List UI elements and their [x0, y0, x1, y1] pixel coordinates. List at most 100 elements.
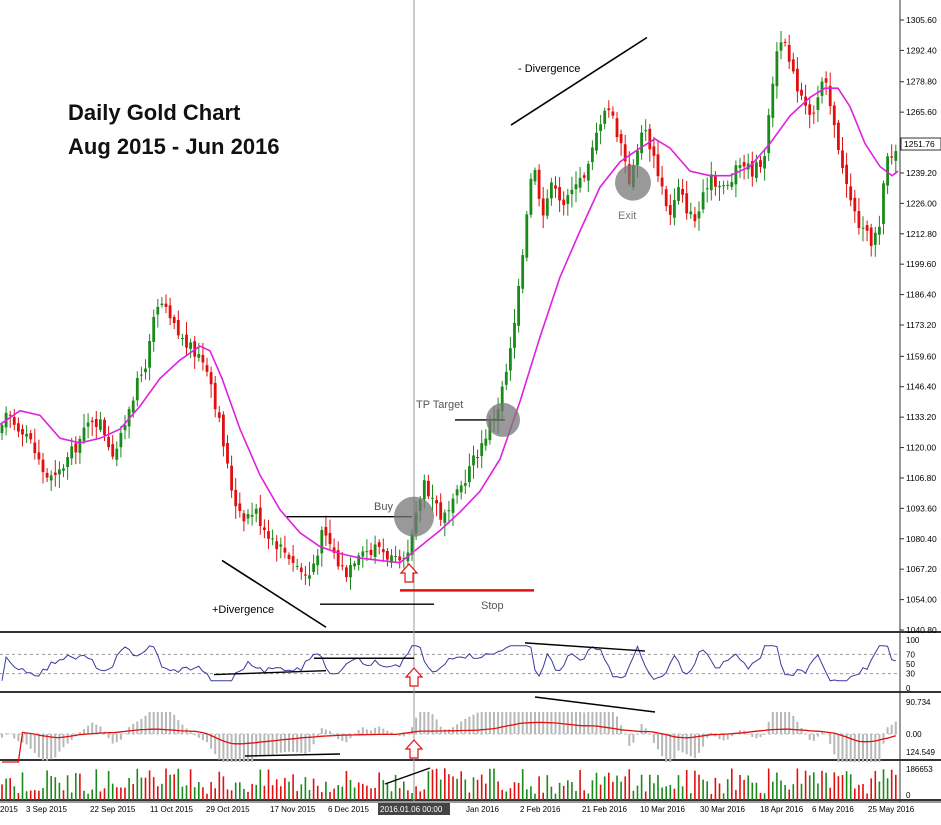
candle-body — [509, 348, 512, 370]
candle-body — [230, 466, 233, 491]
volume-bar — [764, 793, 766, 800]
candle-body — [148, 341, 151, 368]
price-tick-label: 1226.00 — [906, 198, 937, 208]
macd-histogram-bar — [464, 719, 466, 734]
volume-bar — [22, 772, 24, 800]
macd-histogram-bar — [887, 727, 889, 734]
macd-divergence-line — [245, 754, 340, 756]
macd-histogram-bar — [411, 727, 413, 734]
macd-histogram-bar — [140, 719, 142, 734]
candle-body — [525, 214, 528, 257]
candle-body — [665, 189, 668, 206]
volume-bar — [141, 777, 143, 800]
macd-histogram-bar — [661, 734, 663, 756]
volume-bar — [805, 771, 807, 800]
volume-bar — [321, 792, 323, 800]
volume-bar — [247, 792, 249, 800]
macd-histogram-bar — [723, 734, 725, 740]
candle-body — [702, 192, 705, 209]
macd-histogram-bar — [641, 724, 643, 734]
volume-bar — [202, 787, 204, 800]
candle-body — [648, 129, 651, 149]
volume-bar — [1, 784, 3, 800]
macd-histogram-bar — [181, 725, 183, 734]
volume-bar — [190, 769, 192, 800]
volume-bar — [186, 785, 188, 800]
macd-histogram-bar — [493, 712, 495, 734]
candle-body — [320, 530, 323, 553]
macd-histogram-bar — [628, 734, 630, 746]
macd-histogram-bar — [444, 729, 446, 734]
volume-bar — [9, 778, 11, 800]
candle-body — [398, 556, 401, 560]
volume-tick-label: 186653 — [906, 765, 933, 774]
macd-histogram-bar — [63, 734, 65, 747]
volume-bar — [518, 783, 520, 800]
candle-body — [296, 566, 299, 567]
candle-body — [173, 317, 176, 323]
volume-bar — [793, 784, 795, 800]
macd-histogram-bar — [95, 725, 97, 734]
volume-bar — [456, 779, 458, 800]
volume-bar — [452, 777, 454, 800]
macd-histogram-bar — [665, 734, 667, 762]
candle-body — [70, 446, 73, 458]
macd-histogram-bar — [284, 734, 286, 752]
volume-bar — [768, 769, 770, 800]
candle-body — [251, 515, 254, 517]
macd-histogram-bar — [194, 734, 196, 735]
candle-body — [9, 415, 12, 416]
candle-body — [505, 372, 508, 385]
macd-histogram-bar — [858, 734, 860, 762]
volume-bar — [821, 771, 823, 800]
volume-bar — [26, 791, 28, 800]
candle-body — [689, 212, 692, 215]
macd-histogram-bar — [846, 734, 848, 762]
macd-histogram-bar — [161, 712, 163, 734]
candle-body — [599, 124, 602, 131]
volume-bar — [633, 791, 635, 800]
volume-bar — [641, 775, 643, 800]
macd-histogram-bar — [362, 727, 364, 734]
volume-bar — [698, 775, 700, 800]
macd-histogram-bar — [386, 731, 388, 734]
candle-body — [800, 90, 803, 96]
volume-bar — [616, 776, 618, 800]
volume-bar — [645, 791, 647, 800]
macd-histogram-bar — [370, 730, 372, 734]
candle-body — [616, 118, 619, 137]
macd-histogram-bar — [280, 734, 282, 753]
tp-target-marker — [486, 403, 520, 437]
candle-body — [165, 304, 168, 307]
volume-bar — [788, 790, 790, 800]
volume-bar — [895, 775, 897, 800]
macd-histogram-bar — [456, 724, 458, 734]
volume-bar — [530, 786, 532, 800]
macd-histogram-bar — [772, 712, 774, 734]
volume-bar — [46, 770, 48, 800]
volume-bar — [661, 787, 663, 800]
candle-body — [476, 457, 479, 458]
macd-histogram-bar — [366, 729, 368, 734]
volume-bar — [879, 781, 881, 800]
volume-bar — [510, 788, 512, 800]
candle-body — [292, 556, 295, 563]
macd-histogram-bar — [145, 716, 147, 734]
volume-bar — [715, 778, 717, 800]
volume-bar — [251, 784, 253, 800]
candle-body — [161, 304, 164, 305]
volume-bar — [346, 771, 348, 800]
candle-body — [370, 550, 373, 555]
macd-histogram-bar — [259, 734, 261, 757]
volume-bar — [583, 790, 585, 800]
macd-histogram-bar — [58, 734, 60, 752]
candle-body — [862, 228, 865, 229]
macd-histogram-bar — [514, 712, 516, 734]
candle-body — [144, 369, 147, 373]
macd-histogram-bar — [108, 734, 110, 738]
volume-bar — [395, 775, 397, 800]
candle-body — [156, 307, 159, 315]
volume-bar — [870, 778, 872, 800]
candle-body — [607, 108, 610, 110]
rsi-tick-label: 30 — [906, 670, 915, 679]
